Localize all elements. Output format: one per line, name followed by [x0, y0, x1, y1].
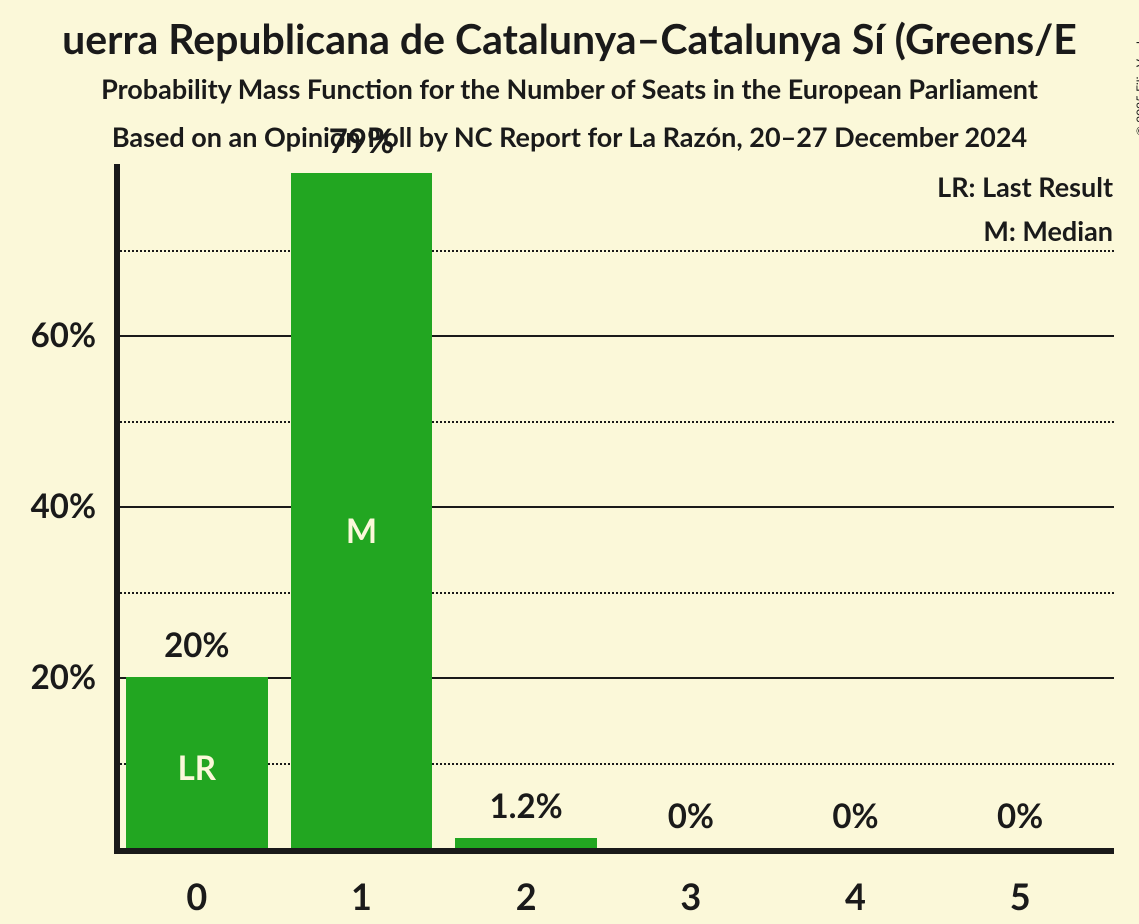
- bar-value-label: 1.2%: [435, 786, 617, 826]
- x-tick-label: 1: [271, 874, 453, 918]
- y-axis: [114, 164, 120, 854]
- plot-area: 20%LR79%M1.2%0%0%0%: [114, 164, 1114, 848]
- bar-marker: LR: [126, 748, 268, 788]
- chart-title: uerra Republicana de Catalunya–Catalunya…: [0, 14, 1139, 63]
- x-tick-label: 4: [765, 874, 947, 918]
- bar-value-label: 79%: [271, 121, 453, 161]
- gridline-minor: [120, 421, 1114, 423]
- bar: [455, 838, 597, 848]
- chart-subtitle-1: Probability Mass Function for the Number…: [0, 72, 1139, 105]
- gridline-major: [120, 677, 1114, 679]
- legend-line: M: Median: [983, 214, 1113, 247]
- y-tick-label: 20%: [0, 657, 96, 697]
- x-tick-label: 3: [600, 874, 782, 918]
- legend-line: LR: Last Result: [937, 170, 1113, 203]
- gridline-minor: [120, 592, 1114, 594]
- gridline-major: [120, 506, 1114, 508]
- y-tick-label: 40%: [0, 486, 96, 526]
- x-tick-label: 2: [435, 874, 617, 918]
- gridline-minor: [120, 250, 1114, 252]
- gridline-minor: [120, 763, 1114, 765]
- copyright: © 2025 Filip Van Laenen: [1133, 6, 1139, 136]
- bar-value-label: 20%: [106, 625, 288, 665]
- bar-value-label: 0%: [600, 796, 782, 836]
- chart-subtitle-2: Based on an Opinion Poll by NC Report fo…: [0, 120, 1139, 153]
- bar-value-label: 0%: [929, 796, 1111, 836]
- x-tick-label: 0: [106, 874, 288, 918]
- bar-value-label: 0%: [765, 796, 947, 836]
- x-axis: [114, 848, 1114, 854]
- chart-canvas: uerra Republicana de Catalunya–Catalunya…: [0, 0, 1139, 924]
- gridline-major: [120, 335, 1114, 337]
- x-tick-label: 5: [929, 874, 1111, 918]
- bar-marker: M: [291, 511, 433, 551]
- y-tick-label: 60%: [0, 315, 96, 355]
